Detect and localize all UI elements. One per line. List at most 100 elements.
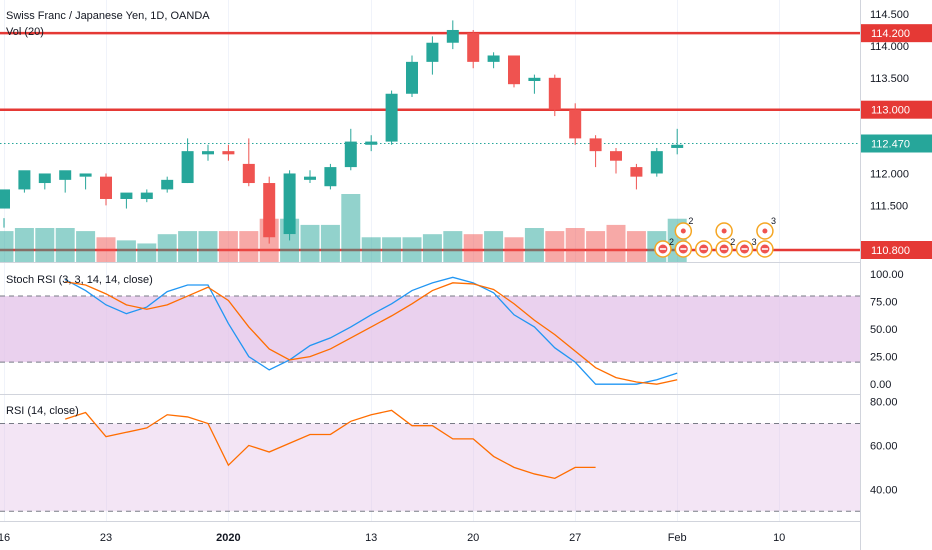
candle[interactable] <box>202 144 214 161</box>
candle-body <box>467 33 480 62</box>
event-label: 2 <box>730 237 735 247</box>
time-axis[interactable]: 16 23 2020 13 20 27 Feb 10 <box>0 532 785 544</box>
time-tick: 2020 <box>216 532 240 544</box>
candle[interactable] <box>283 170 296 241</box>
event-marker[interactable] <box>674 240 693 258</box>
event-marker-bar <box>721 248 728 250</box>
candle-body <box>589 138 602 152</box>
volume-bar <box>422 234 442 262</box>
volume-bar <box>239 231 259 262</box>
event-marker[interactable] <box>715 240 733 258</box>
candle[interactable] <box>487 52 500 69</box>
candle[interactable] <box>630 163 643 190</box>
volume-bar <box>504 237 524 262</box>
time-tick: 20 <box>467 532 479 544</box>
event-marker-upper[interactable] <box>715 222 733 240</box>
event-marker-bar <box>659 248 666 250</box>
volume-bar <box>157 234 177 262</box>
candle-body <box>426 42 439 62</box>
volume-bar <box>35 228 55 262</box>
volume-bar <box>137 243 157 262</box>
price-tag-label: 113.000 <box>871 105 910 117</box>
candle[interactable] <box>344 128 357 171</box>
axis-tick: 80.00 <box>870 397 898 409</box>
event-marker-upper[interactable] <box>674 222 693 240</box>
candle[interactable] <box>38 173 51 190</box>
rsi-lines <box>65 409 596 480</box>
volume-bar <box>218 231 238 262</box>
candle[interactable] <box>610 147 622 174</box>
candle[interactable] <box>365 135 378 152</box>
candle[interactable] <box>222 144 235 161</box>
candle[interactable] <box>140 189 153 203</box>
candle-body <box>487 55 500 62</box>
axis-tick: 0.00 <box>870 379 891 391</box>
event-marker[interactable] <box>735 240 754 258</box>
candle[interactable] <box>528 74 541 94</box>
series-line-0 <box>65 409 596 480</box>
candles[interactable] <box>0 20 684 244</box>
candle-body <box>100 176 112 199</box>
candle[interactable] <box>120 192 133 209</box>
candle[interactable] <box>426 36 439 75</box>
price-tag-bg <box>861 134 932 153</box>
candle-body <box>38 173 51 184</box>
event-label: 3 <box>771 216 776 226</box>
volume-bar <box>361 237 381 262</box>
candle[interactable] <box>385 90 398 145</box>
volume-bar <box>463 234 483 262</box>
candle[interactable] <box>304 170 316 184</box>
candle[interactable] <box>467 29 480 69</box>
time-tick: 27 <box>569 532 581 544</box>
candle[interactable] <box>548 74 561 117</box>
candle-body <box>161 179 174 190</box>
candle[interactable] <box>263 176 276 244</box>
candle[interactable] <box>18 170 31 193</box>
candle[interactable] <box>181 138 194 184</box>
event-marker[interactable] <box>654 240 672 258</box>
volume-bar <box>116 240 136 262</box>
event-markers[interactable]: 2 2 2 3 3 <box>654 216 776 258</box>
candle[interactable] <box>406 55 418 97</box>
candle-body <box>304 176 316 180</box>
candle-body <box>650 151 663 174</box>
volume-bar <box>382 237 402 262</box>
candle[interactable] <box>324 163 337 190</box>
candle[interactable] <box>59 170 72 193</box>
price-tag: 113.000 <box>861 100 932 119</box>
candle-body <box>569 109 582 139</box>
candle[interactable] <box>508 55 520 88</box>
price-pane[interactable]: 2 2 2 3 3 <box>0 20 860 262</box>
candle-body <box>59 170 72 180</box>
candle-body <box>508 55 520 85</box>
candle[interactable] <box>100 173 112 206</box>
event-marker[interactable] <box>756 240 774 258</box>
candle[interactable] <box>446 20 459 50</box>
axis-tick: 50.00 <box>870 324 898 336</box>
rsi-axis[interactable]: 80.00 60.00 40.00 <box>870 397 898 497</box>
candle-body <box>528 77 541 81</box>
candle[interactable] <box>0 189 10 228</box>
stoch-rsi-pane[interactable] <box>0 276 860 385</box>
candle[interactable] <box>242 138 255 187</box>
price-axis[interactable]: 114.500 114.000 113.500 112.000 111.500 <box>870 9 909 212</box>
candle[interactable] <box>569 103 582 145</box>
stoch-rsi-axis[interactable]: 100.00 75.00 50.00 25.00 0.00 <box>870 269 904 391</box>
event-marker[interactable] <box>694 240 713 258</box>
candle-body <box>181 151 194 184</box>
candle[interactable] <box>671 128 684 155</box>
candle-body <box>222 151 235 155</box>
candle-body <box>202 151 214 155</box>
candle[interactable] <box>79 173 92 190</box>
axis-tick: 40.00 <box>870 484 898 496</box>
event-marker-upper[interactable] <box>756 222 774 240</box>
candle[interactable] <box>589 135 602 168</box>
price-tick: 113.500 <box>870 73 909 85</box>
price-tag-bg <box>861 241 932 259</box>
candle[interactable] <box>650 147 663 177</box>
volume-bar <box>402 237 422 262</box>
candle[interactable] <box>161 176 174 193</box>
series-line-1 <box>65 281 678 385</box>
rsi-pane[interactable] <box>0 409 860 512</box>
